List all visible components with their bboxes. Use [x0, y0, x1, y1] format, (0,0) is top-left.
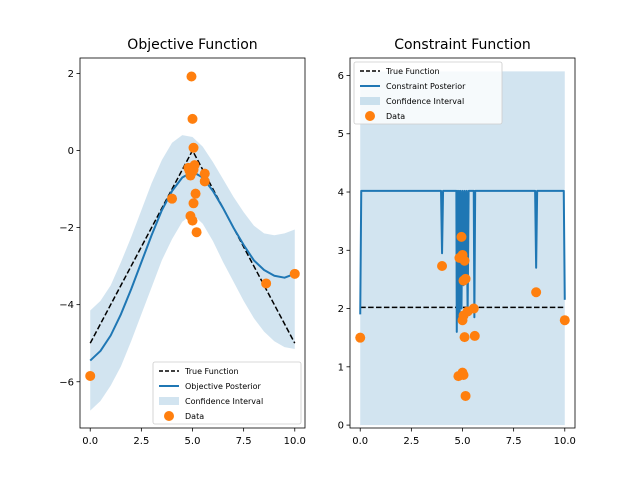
- legend-swatch-marker: [365, 111, 375, 121]
- data-point: [458, 369, 469, 380]
- y-tick-label: −6: [59, 377, 74, 388]
- plot-area: [355, 71, 570, 426]
- data-point: [460, 273, 471, 284]
- x-tick-label: 10.0: [284, 436, 306, 447]
- data-point: [188, 164, 199, 175]
- legend-entry-label: Confidence Interval: [185, 397, 263, 406]
- y-tick-label: 2: [338, 304, 344, 315]
- y-tick-label: 4: [338, 188, 344, 199]
- x-tick-label: 5.0: [185, 436, 201, 447]
- data-point: [460, 390, 471, 401]
- y-tick-label: 5: [338, 129, 344, 140]
- data-point: [191, 227, 202, 238]
- data-point: [188, 142, 199, 153]
- chart-title: Objective Function: [127, 37, 257, 53]
- x-tick-label: 0.0: [352, 436, 368, 447]
- data-point: [199, 168, 210, 179]
- chart-title: Constraint Function: [394, 37, 531, 53]
- legend-entry-label: True Function: [385, 67, 440, 76]
- legend-swatch-marker: [164, 411, 174, 421]
- x-tick-label: 7.5: [506, 436, 522, 447]
- data-point: [187, 113, 198, 124]
- x-tick-label: 2.5: [403, 436, 419, 447]
- legend-box: [353, 61, 503, 125]
- legend: True Function Objective Posterior Confiden…: [152, 361, 302, 425]
- data-point: [289, 268, 300, 279]
- legend-box: [152, 361, 302, 425]
- data-point: [531, 287, 542, 298]
- x-tick-label: 0.0: [82, 436, 98, 447]
- x-tick-label: 7.5: [236, 436, 252, 447]
- y-tick-label: 6: [338, 71, 344, 82]
- data-point: [188, 198, 199, 209]
- x-tick-label: 10.0: [554, 436, 576, 447]
- chart-panel-2: 0.0 2.5 5.0 7.5 10.0 0 1 2 3 4 5 6 Constraint Functi…: [338, 37, 576, 447]
- legend-swatch-area: [360, 97, 380, 105]
- data-point: [190, 188, 201, 199]
- data-point: [261, 278, 272, 289]
- legend: True Function Constraint Posterior Confide…: [353, 61, 503, 125]
- data-point: [559, 315, 570, 326]
- data-point: [85, 370, 96, 381]
- data-point: [167, 193, 178, 204]
- data-point: [456, 231, 467, 242]
- plot-area: [85, 71, 300, 411]
- legend-swatch-area: [159, 397, 179, 405]
- data-point: [459, 255, 470, 266]
- legend-entry-label: True Function: [184, 367, 239, 376]
- y-tick-label: 0: [68, 146, 74, 157]
- y-tick-label: −4: [59, 300, 74, 311]
- posterior-line: [359, 189, 566, 333]
- x-tick-label: 2.5: [133, 436, 149, 447]
- data-point: [187, 215, 198, 226]
- legend-entry-label: Data: [386, 112, 405, 121]
- legend-entry-label: Confidence Interval: [386, 97, 464, 106]
- data-point: [458, 310, 469, 321]
- legend-entry-label: Data: [185, 412, 204, 421]
- data-point: [437, 261, 448, 272]
- data-point: [469, 330, 480, 341]
- data-point: [355, 332, 366, 343]
- y-tick-label: 2: [68, 69, 74, 80]
- chart-panel-1: 0.0 2.5 5.0 7.5 10.0 −6 −4 −2 0 2 Objective Functi…: [59, 37, 306, 447]
- y-tick-label: 1: [338, 362, 344, 373]
- y-tick-label: 3: [338, 246, 344, 257]
- legend-entry-label: Objective Posterior: [185, 382, 262, 391]
- data-point: [459, 332, 470, 343]
- data-point: [186, 71, 197, 82]
- data-point: [468, 303, 479, 314]
- y-tick-label: −2: [59, 223, 74, 234]
- data-point: [199, 176, 210, 187]
- legend-entry-label: Constraint Posterior: [386, 82, 466, 91]
- y-tick-label: 0: [338, 421, 344, 432]
- x-tick-label: 5.0: [455, 436, 471, 447]
